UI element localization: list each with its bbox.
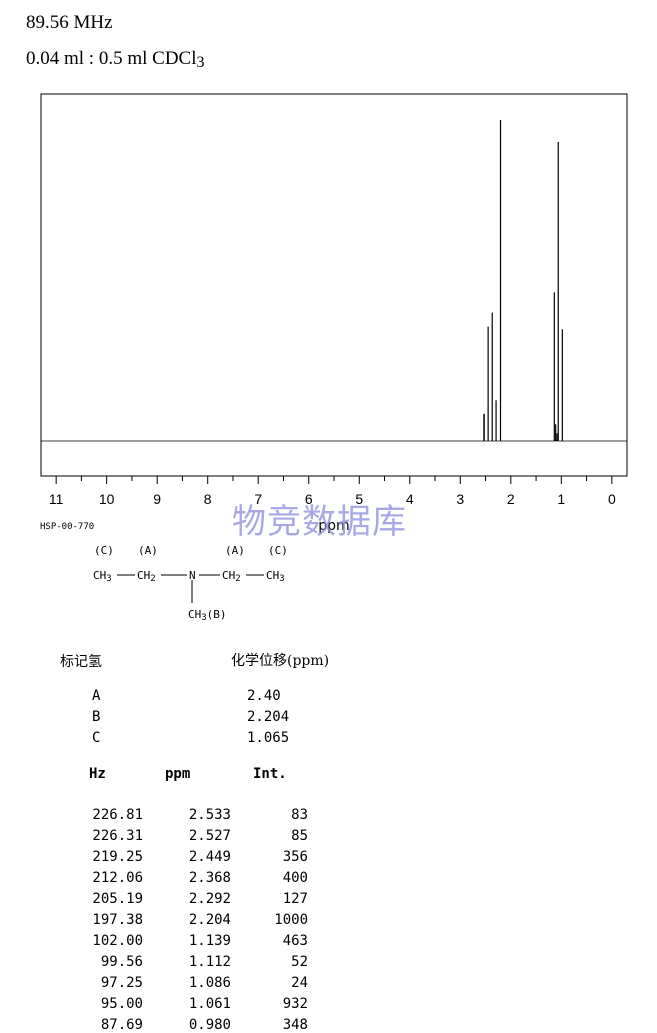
peak-int: 356: [282, 849, 308, 865]
structure-code: HSP-00-770: [40, 522, 95, 532]
peak-hz: 97.25: [100, 975, 143, 991]
peak-int: 85: [291, 828, 308, 844]
frequency-label: 89.56 MHz: [26, 12, 113, 33]
peak-ppm: 2.527: [188, 828, 231, 844]
x-tick-label: 4: [406, 491, 414, 507]
peak-header-int: Int.: [253, 766, 287, 782]
peak-ppm: 1.139: [188, 933, 231, 949]
x-tick-label: 1: [557, 491, 565, 507]
peak-ppm: 2.449: [188, 849, 231, 865]
x-tick-label: 8: [204, 491, 212, 507]
peak-ppm: 2.292: [188, 891, 231, 907]
x-tick-label: 2: [507, 491, 515, 507]
peak-series: [483, 120, 563, 441]
peak-header-hz: Hz: [89, 766, 106, 782]
group-ch3-right: CH3: [266, 569, 285, 584]
group-ch3-branch: CH3(B): [188, 608, 227, 623]
peak-hz: 197.38: [92, 912, 143, 928]
peak-ppm: 1.112: [188, 954, 231, 970]
watermark: 物竞数据库: [232, 502, 407, 542]
peak-int: 348: [282, 1017, 308, 1033]
x-tick-label: 11: [49, 491, 64, 507]
peak-int: 1000: [274, 912, 308, 928]
peak-int: 127: [282, 891, 308, 907]
peak-ppm: 2.368: [188, 870, 231, 886]
peak-int: 463: [282, 933, 308, 949]
peak-hz: 212.06: [92, 870, 143, 886]
x-axis-label: ppm: [318, 518, 349, 534]
peak-hz: 102.00: [92, 933, 143, 949]
assign-shift: 1.065: [247, 730, 290, 746]
assign-shift: 2.204: [247, 709, 290, 725]
plot-frame: [40, 93, 628, 477]
x-axis: 11 10 9 8 7 6 5 4 3 2 1 0: [49, 476, 616, 507]
peak-hz: 219.25: [92, 849, 143, 865]
group-ch2-right: CH2: [222, 569, 241, 584]
molecular-structure: (C) (A) (A) (C) CH3 CH2 N CH2 CH3 CH3(B): [93, 544, 288, 623]
peak-int: 24: [291, 975, 308, 991]
x-tick-label: 0: [608, 491, 616, 507]
peak-int: 52: [291, 954, 308, 970]
sample-subscript: 3: [196, 54, 205, 71]
sample-label: 0.04 ml : 0.5 ml CDCl3: [26, 48, 205, 71]
x-tick-label: 6: [305, 491, 313, 507]
peak-hz: 99.56: [100, 954, 143, 970]
x-tick-label: 10: [99, 491, 115, 507]
peak-hz: 95.00: [100, 996, 143, 1012]
assign-label: C: [92, 730, 101, 746]
group-ch2-left: CH2: [137, 569, 156, 584]
assign-header-label: 标记氢: [60, 654, 102, 670]
peak-ppm: 2.533: [188, 807, 231, 823]
peak-hz: 87.69: [100, 1017, 143, 1033]
nmr-spectrum-chart: 11 10 9 8 7 6 5 4 3 2 1 0 ppm: [40, 93, 628, 534]
assign-header-shift: 化学位移(ppm): [231, 653, 330, 669]
atom-n: N: [189, 569, 196, 582]
peak-int: 932: [282, 996, 308, 1012]
label-a-right: (A): [225, 544, 245, 557]
assign-label: B: [92, 709, 101, 725]
group-ch3-left: CH3: [93, 569, 112, 584]
sample-main-text: 0.04 ml : 0.5 ml CDCl: [26, 48, 197, 69]
peak-hz: 205.19: [92, 891, 143, 907]
x-tick-label: 7: [254, 491, 262, 507]
assign-shift: 2.40: [247, 688, 281, 704]
x-tick-label: 3: [456, 491, 464, 507]
label-c-right: (C): [268, 544, 288, 557]
peak-ppm: 1.086: [188, 975, 231, 991]
peak-hz: 226.81: [92, 807, 143, 823]
peak-ppm: 0.980: [188, 1017, 231, 1033]
peak-ppm: 1.061: [188, 996, 231, 1012]
peak-int: 400: [282, 870, 308, 886]
peak-header-ppm: ppm: [165, 766, 191, 782]
x-tick-label: 9: [153, 491, 161, 507]
peak-hz: 226.31: [92, 828, 143, 844]
label-a-left: (A): [138, 544, 158, 557]
peak-int: 83: [291, 807, 308, 823]
assign-label: A: [92, 688, 101, 704]
peak-ppm: 2.204: [188, 912, 231, 928]
x-tick-label: 5: [355, 491, 363, 507]
label-c-left: (C): [94, 544, 114, 557]
